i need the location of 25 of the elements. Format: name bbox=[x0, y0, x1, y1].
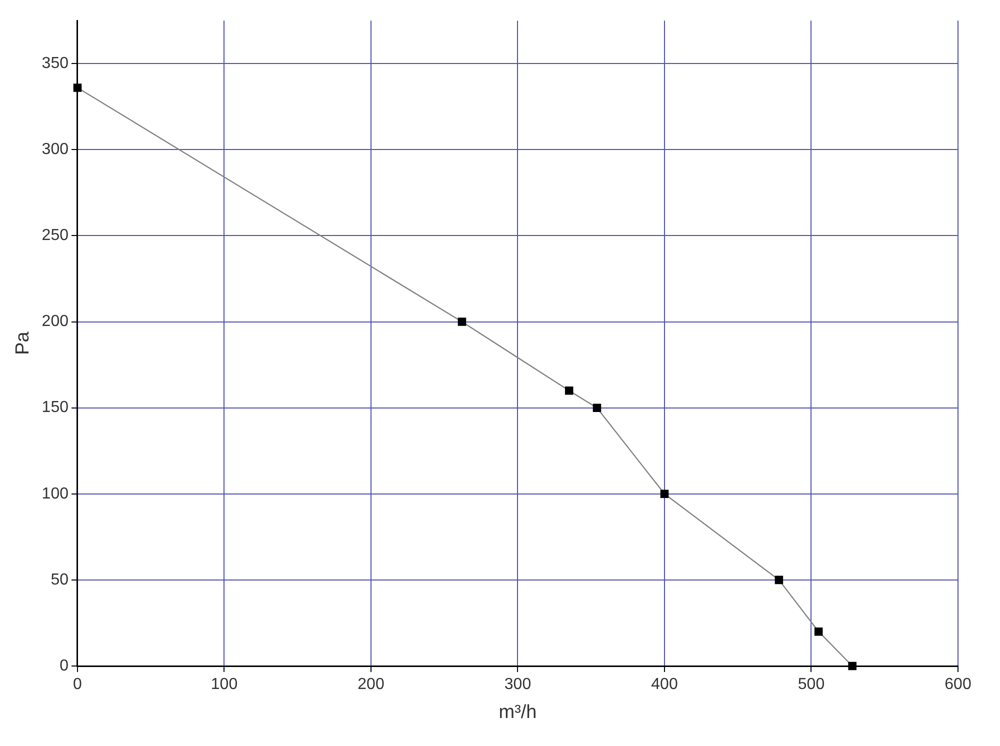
point bbox=[848, 662, 856, 670]
y-tick-label: 100 bbox=[42, 485, 69, 502]
x-tick-label: 600 bbox=[944, 676, 972, 694]
point bbox=[660, 490, 669, 498]
x-tick-label: 200 bbox=[358, 676, 384, 694]
x-tick-label: 400 bbox=[651, 676, 678, 694]
point bbox=[592, 404, 602, 412]
x-tick-label: 100 bbox=[210, 676, 238, 694]
x-tick-label: 300 bbox=[504, 676, 532, 694]
point bbox=[814, 627, 823, 636]
y-tick-label: 150 bbox=[42, 399, 69, 416]
x-axis-title: m³/h bbox=[498, 702, 537, 723]
y-axis-title: Pa bbox=[12, 331, 34, 355]
point bbox=[73, 84, 82, 92]
x-tick-label: 500 bbox=[798, 676, 825, 694]
x-tick-label: 0 bbox=[73, 676, 82, 694]
point bbox=[458, 318, 466, 326]
y-tick-label: 0 bbox=[60, 657, 69, 674]
point bbox=[564, 386, 574, 395]
point bbox=[774, 576, 784, 584]
y-tick-label: 250 bbox=[42, 227, 69, 244]
y-tick-label: 200 bbox=[42, 313, 69, 330]
y-tick-label: 300 bbox=[42, 141, 69, 158]
y-tick-label: 350 bbox=[42, 55, 69, 72]
y-tick-label: 50 bbox=[50, 571, 69, 588]
